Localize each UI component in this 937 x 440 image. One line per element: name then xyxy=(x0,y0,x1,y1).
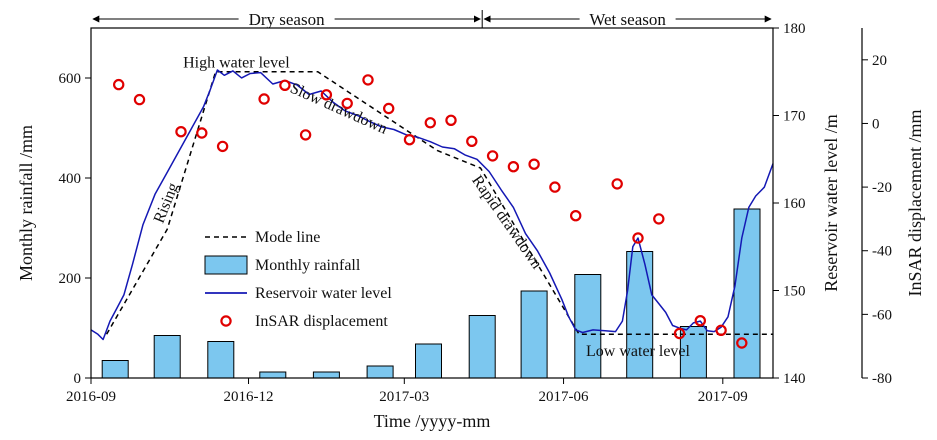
insar-point xyxy=(216,140,229,153)
rainfall-bar xyxy=(207,341,235,379)
y-left-tick-label: 600 xyxy=(59,71,82,87)
y-left-axis-label: Monthly rainfall /mm xyxy=(16,125,36,281)
insar-point xyxy=(362,74,374,86)
rainfall-bar xyxy=(574,274,602,379)
season-label: Dry season xyxy=(249,10,326,29)
rainfall-bar xyxy=(153,335,181,379)
legend-label: Mode line xyxy=(255,229,320,246)
rainfall-bar xyxy=(733,208,761,379)
insar-point xyxy=(653,213,665,225)
insar-point xyxy=(632,232,644,244)
legend-label: Monthly rainfall xyxy=(255,257,361,274)
annotation: Low water level xyxy=(586,343,691,360)
insar-point xyxy=(549,181,561,193)
y-right2-tick-label: -20 xyxy=(872,180,892,196)
mode-line xyxy=(105,71,773,336)
rainfall-bar xyxy=(415,343,442,379)
y-right2-tick-label: -40 xyxy=(872,244,892,260)
rainfall-bar xyxy=(101,360,129,379)
x-tick-label: 2017-03 xyxy=(379,389,429,405)
legend-swatch xyxy=(220,315,232,327)
insar-point xyxy=(258,93,270,105)
insar-point xyxy=(196,127,208,139)
insar-point xyxy=(570,209,582,222)
rainfall-bar xyxy=(312,371,340,379)
y-right-tick-label: 180 xyxy=(783,21,806,37)
annotation: Slow drawdown xyxy=(287,80,389,138)
legend: Mode line Monthly rainfall Reservoir water… xyxy=(204,229,392,330)
insar-point xyxy=(466,135,478,147)
insar-point xyxy=(673,327,686,340)
y-right-axis-label: Reservoir water level /m xyxy=(821,114,841,291)
insar-point xyxy=(403,133,416,146)
rainfall-bar xyxy=(366,365,394,379)
y-left-tick-label: 0 xyxy=(74,371,82,387)
annotation: Rising xyxy=(151,180,182,225)
insar-point xyxy=(383,102,395,115)
y-right2-tick-label: 0 xyxy=(872,116,880,132)
y-left-tick-label: 400 xyxy=(59,171,82,187)
legend-swatch xyxy=(204,255,248,275)
y-right2-tick-label: -80 xyxy=(872,371,892,387)
insar-point xyxy=(341,97,353,110)
insar-point xyxy=(611,178,623,190)
rainfall-bar xyxy=(259,371,287,379)
annotations: High water level Slow drawdown Rapid drawd… xyxy=(151,54,691,360)
x-tick-label: 2016-12 xyxy=(224,389,274,405)
y-right2-axis-label: InSAR displacement /mm xyxy=(905,110,925,297)
legend-label: InSAR displacement xyxy=(255,313,388,330)
rainfall-bar xyxy=(520,290,548,379)
reservoir-level-line xyxy=(90,69,774,341)
insar-point xyxy=(445,114,457,127)
insar-point xyxy=(299,129,312,141)
insar-point xyxy=(133,93,146,106)
insar-point xyxy=(528,158,540,170)
y-right-tick-label: 160 xyxy=(783,196,806,212)
x-tick-label: 2016-09 xyxy=(66,389,116,405)
insar-point xyxy=(694,315,707,327)
x-axis-label: Time /yyyy-mm xyxy=(374,411,491,431)
insar-point xyxy=(507,160,520,173)
y-right2-tick-label: -60 xyxy=(872,307,892,323)
insar-point xyxy=(715,324,727,336)
series-lines xyxy=(90,69,774,341)
x-tick-label: 2017-09 xyxy=(698,389,748,405)
legend-label: Reservoir water level xyxy=(255,285,392,302)
x-tick-label: 2017-06 xyxy=(539,389,589,405)
rainfall-bar xyxy=(626,251,654,379)
insar-points xyxy=(112,74,748,349)
insar-point xyxy=(736,337,748,349)
season-markers: Dry season Wet season xyxy=(92,10,772,29)
insar-point xyxy=(279,79,291,92)
y-right-tick-label: 150 xyxy=(783,284,806,300)
y-right-tick-label: 140 xyxy=(783,371,806,387)
y-right-tick-label: 170 xyxy=(783,109,806,125)
annotation: Rapid drawdown xyxy=(468,172,545,272)
insar-point xyxy=(424,117,436,129)
rainfall-bars xyxy=(101,208,761,379)
axes: 2016-09 2016-12 2017-03 2017-06 2017-09 Time … xyxy=(16,21,925,431)
y-left-tick-label: 200 xyxy=(59,271,82,287)
annotation: High water level xyxy=(183,54,290,71)
y-right2-tick-label: 20 xyxy=(872,53,887,69)
insar-point xyxy=(175,125,187,138)
season-label: Wet season xyxy=(589,10,666,29)
rainfall-bar xyxy=(468,315,496,379)
insar-point xyxy=(320,89,333,101)
insar-point xyxy=(112,78,125,91)
plot-frame xyxy=(90,27,774,379)
insar-point xyxy=(486,150,499,162)
